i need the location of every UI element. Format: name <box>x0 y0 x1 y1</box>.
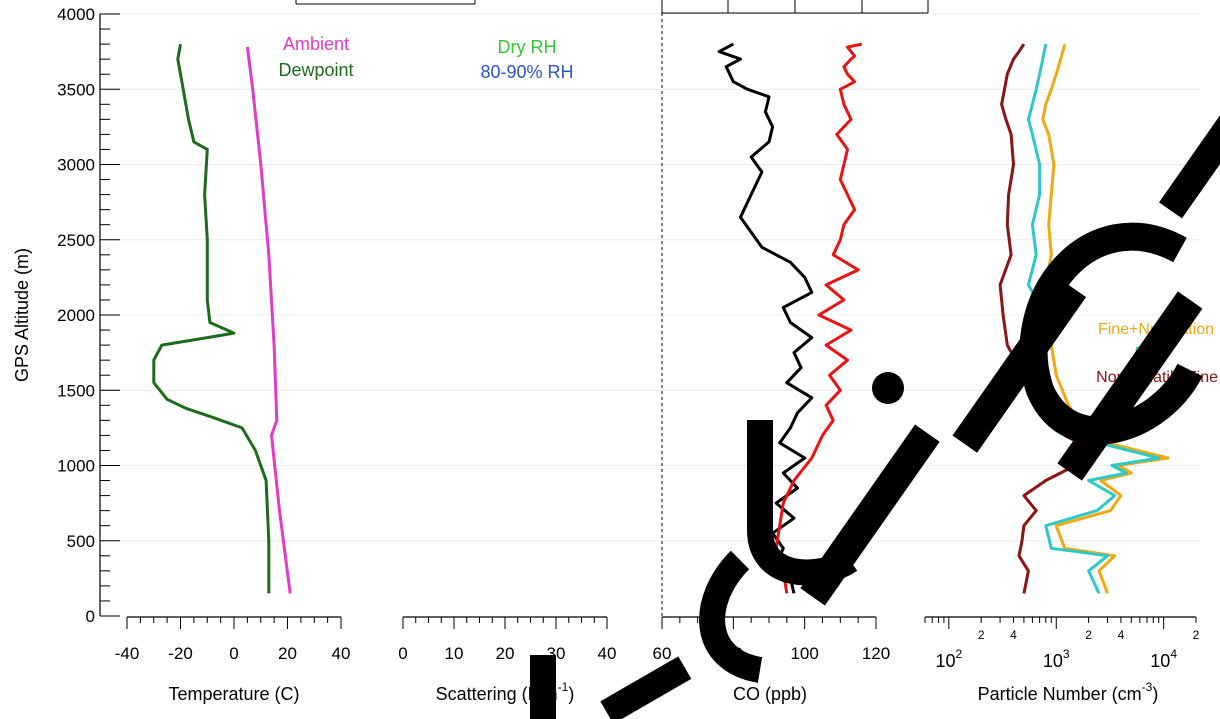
x-minor-tick-label: 4 <box>1010 628 1017 642</box>
watermark-stroke <box>952 279 1087 453</box>
x-minor-tick-label: 4 <box>1118 628 1125 642</box>
y-tick-label: 3000 <box>57 156 95 175</box>
x-minor-tick-label: 2 <box>1193 628 1200 642</box>
y-axis-label: GPS Altitude (m) <box>12 248 32 382</box>
series-line-co <box>774 42 863 594</box>
legend-80-90-rh: 80-90% RH <box>480 62 573 82</box>
x-tick-label: -40 <box>115 644 140 663</box>
x-tick-label: 0 <box>398 644 407 663</box>
x-tick-label: 103 <box>1043 647 1070 671</box>
y-tick-label: 1500 <box>57 381 95 400</box>
x-tick-label: 40 <box>332 644 351 663</box>
y-tick-label: 2500 <box>57 231 95 250</box>
y-tick-label: 3500 <box>57 80 95 99</box>
x-tick-label: 100 <box>790 644 818 663</box>
series-line-non-volatile-fine <box>998 43 1095 594</box>
legend-dry-rh: Dry RH <box>498 37 557 57</box>
x-tick-label: 104 <box>1150 647 1177 671</box>
cite-watermark <box>530 87 1220 719</box>
x-tick-label: 60 <box>653 644 672 663</box>
series-line-fine-nucleation <box>1041 43 1170 594</box>
watermark-stroke <box>800 424 940 606</box>
watermark-stroke <box>1019 222 1203 445</box>
x-tick-label: 20 <box>496 644 515 663</box>
x-tick-label: 0 <box>229 644 238 663</box>
watermark-stroke <box>530 655 556 719</box>
x-minor-tick-label: 2 <box>978 628 985 642</box>
x-axis-label: Particle Number (cm-3) <box>978 680 1159 704</box>
watermark-stroke <box>600 656 692 719</box>
x-axis-label: Scattering (Mm-1) <box>436 680 575 704</box>
x-axis-label: Temperature (C) <box>168 684 299 704</box>
series-lines <box>152 42 1170 595</box>
x-tick-label: -20 <box>168 644 193 663</box>
y-tick-label: 2000 <box>57 306 95 325</box>
axis-frames <box>99 0 1197 629</box>
y-tick-label: 0 <box>86 607 95 626</box>
y-tick-label: 4000 <box>57 5 95 24</box>
watermark-stroke <box>1159 87 1220 219</box>
x-tick-label: 40 <box>598 644 617 663</box>
legend-ambient: Ambient <box>283 34 349 54</box>
x-tick-label: 20 <box>278 644 297 663</box>
y-tick-label: 1000 <box>57 457 95 476</box>
x-tick-label: 120 <box>862 644 890 663</box>
watermark-stroke <box>699 550 763 683</box>
series-line-dewpoint <box>152 43 271 594</box>
x-axis-label: CO (ppb) <box>733 684 807 704</box>
y-tick-label: 500 <box>67 532 95 551</box>
series-line-ambient <box>245 46 292 594</box>
x-tick-label: 102 <box>935 647 962 671</box>
watermark-dot <box>872 372 904 404</box>
x-minor-tick-label: 2 <box>1085 628 1092 642</box>
x-tick-label: 10 <box>445 644 464 663</box>
watermark-stroke <box>1057 291 1203 481</box>
legend-dewpoint: Dewpoint <box>278 60 353 80</box>
